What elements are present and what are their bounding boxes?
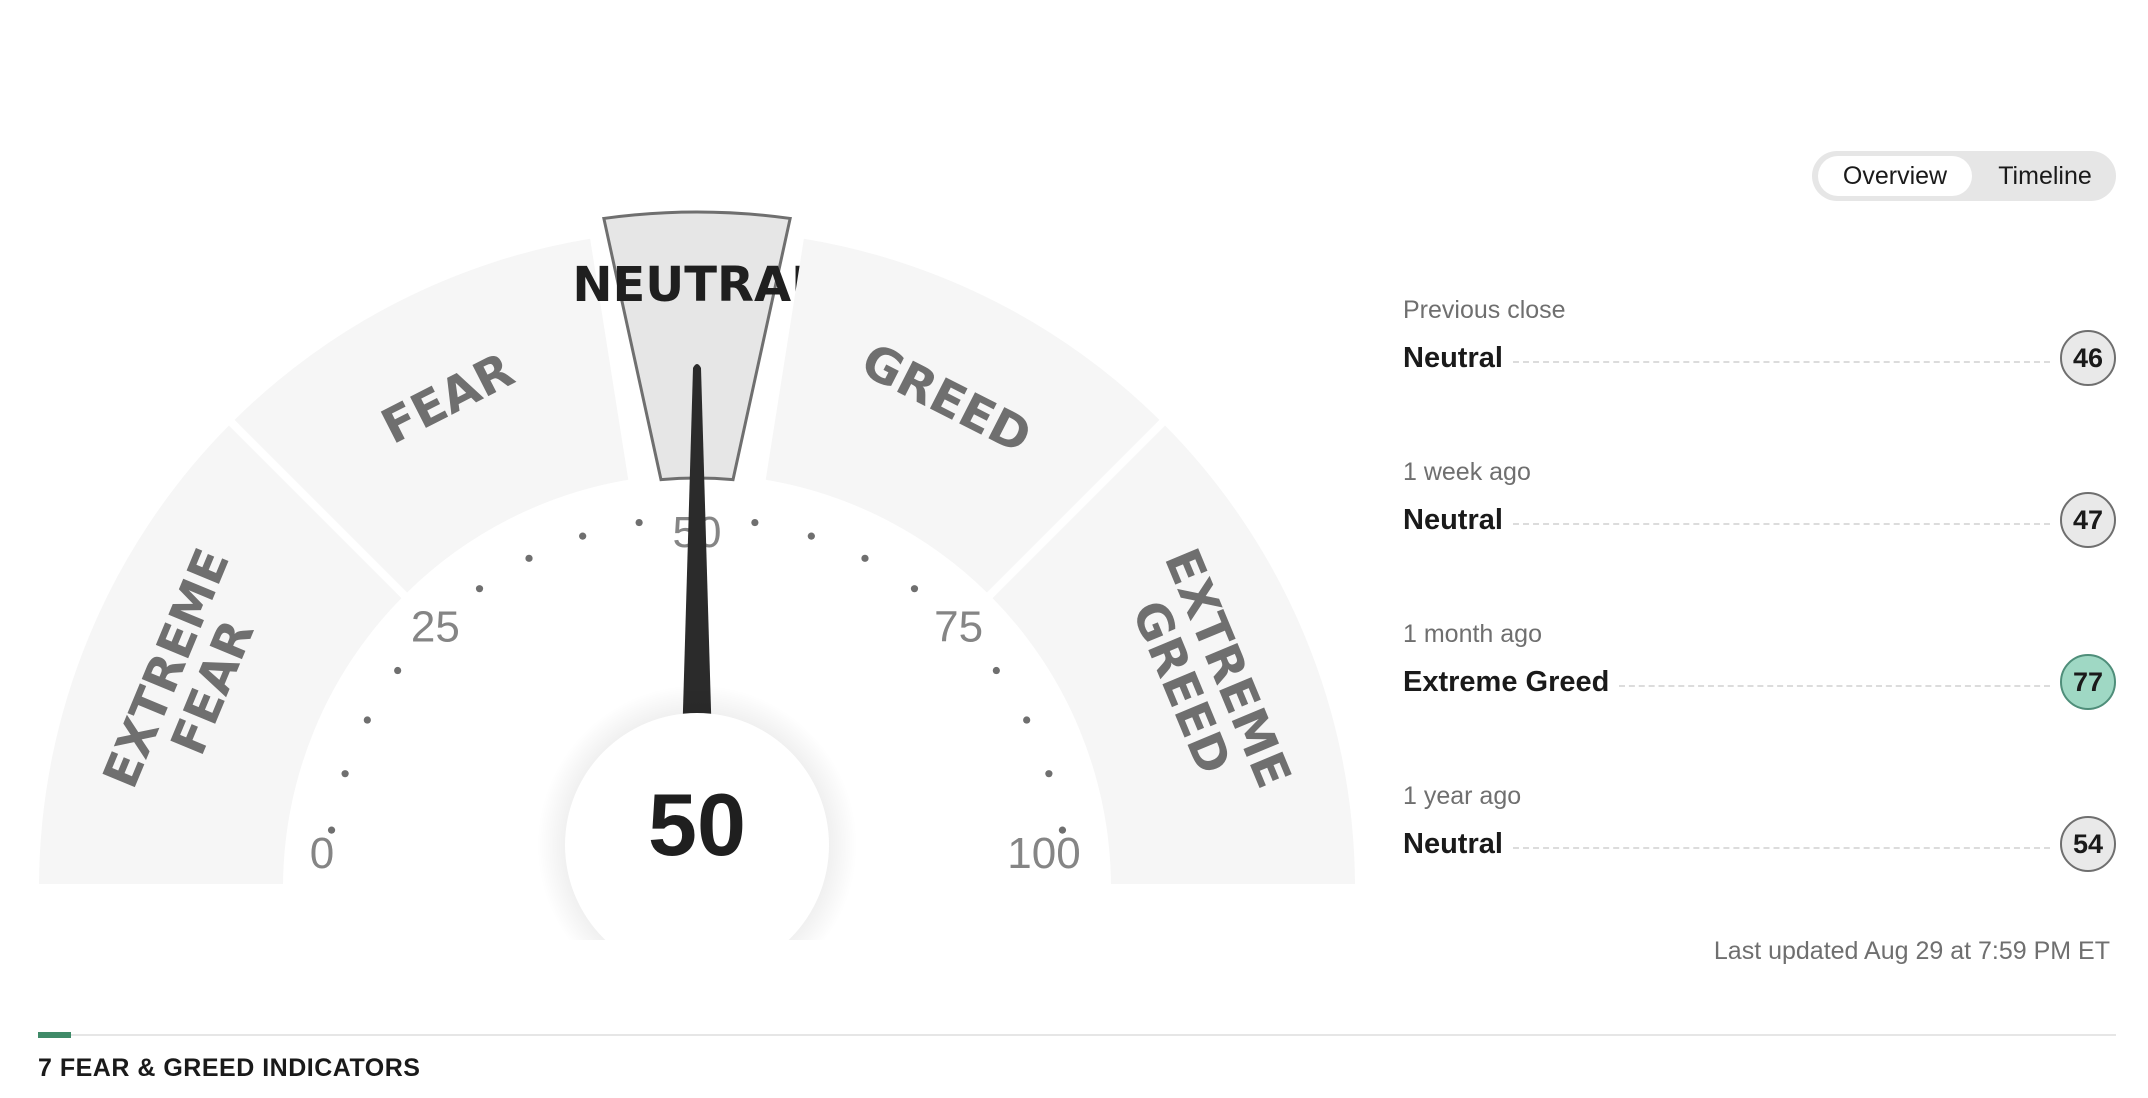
scale-label: 0 <box>310 829 334 878</box>
history-rating: Extreme Greed <box>1403 665 1610 698</box>
gauge-needle-group: 50 <box>537 364 857 940</box>
fear-greed-gauge: EXTREMEFEARFEARNEUTRALGREEDEXTREMEGREED … <box>0 210 1390 940</box>
dotted-leader <box>1619 685 2050 687</box>
scale-dot <box>861 554 869 562</box>
segment-extreme-fear: EXTREMEFEAR <box>39 425 402 885</box>
scale-dot <box>394 666 402 675</box>
section-divider <box>38 1034 2116 1036</box>
history-score-badge: 46 <box>2060 330 2116 386</box>
scale-label: 25 <box>411 602 460 651</box>
history-label: Previous close <box>1403 296 1566 324</box>
gauge-hub <box>565 713 829 940</box>
history-label: 1 month ago <box>1403 620 1542 648</box>
segment-fear: FEAR <box>234 238 629 593</box>
scale-dot <box>635 518 643 527</box>
needle-shape <box>681 364 713 778</box>
history-item-1-year-ago: 1 year ago Neutral 54 <box>1403 782 2116 902</box>
dotted-leader <box>1512 847 2050 849</box>
scale-label: 75 <box>934 602 983 651</box>
segment-neutral: NEUTRAL <box>572 210 822 482</box>
segment-shape <box>602 210 792 482</box>
scale-dot <box>807 532 815 540</box>
dotted-leader <box>1512 361 2050 363</box>
history-score-badge: 47 <box>2060 492 2116 548</box>
history-label: 1 week ago <box>1403 458 1531 486</box>
history-score-badge: 77 <box>2060 654 2116 710</box>
scale-dot <box>1023 716 1031 724</box>
history-rating: Neutral <box>1403 341 1503 374</box>
segment-shape <box>234 238 629 593</box>
segment-shape <box>39 425 402 885</box>
scale-dot <box>751 518 759 527</box>
history-item-1-month-ago: 1 month ago Extreme Greed 77 <box>1403 620 2116 740</box>
segment-greed: GREED <box>765 238 1160 593</box>
history-rating: Neutral <box>1403 827 1503 860</box>
overview-tab[interactable]: Overview <box>1818 156 1972 196</box>
section-title: 7 FEAR & GREED INDICATORS <box>38 1054 421 1082</box>
history-rating: Neutral <box>1403 503 1503 536</box>
scale-dot <box>525 554 533 562</box>
segment-extreme-greed: EXTREMEGREED <box>992 425 1355 885</box>
view-toggle: Overview Timeline <box>1812 151 2116 201</box>
segment-label: NEUTRAL <box>572 257 821 313</box>
scale-dot <box>475 585 484 593</box>
scale-dot <box>910 585 919 593</box>
scale-dot <box>1058 826 1067 834</box>
scale-dot <box>327 826 336 834</box>
scale-dot <box>992 666 1000 675</box>
history-score-badge: 54 <box>2060 816 2116 872</box>
history-label: 1 year ago <box>1403 782 1522 810</box>
gauge-scale: 0 25 50 75 100 <box>310 508 1081 878</box>
last-updated-text: Last updated Aug 29 at 7:59 PM ET <box>1713 937 2110 965</box>
gauge-score: 50 <box>648 775 746 874</box>
scale-label: 100 <box>1007 829 1080 878</box>
segment-shape <box>992 425 1355 885</box>
scale-dot <box>1045 770 1053 778</box>
gauge-needle <box>681 364 713 778</box>
dotted-leader <box>1512 523 2050 525</box>
history-item-1-week-ago: 1 week ago Neutral 47 <box>1403 458 2116 578</box>
scale-dot <box>341 770 349 778</box>
timeline-tab[interactable]: Timeline <box>1998 162 2092 190</box>
segment-shape <box>765 238 1160 593</box>
history-item-previous-close: Previous close Neutral 46 <box>1403 296 2116 416</box>
scale-dot <box>363 716 371 724</box>
section-accent-bar <box>38 1032 71 1038</box>
scale-dot <box>579 532 587 540</box>
